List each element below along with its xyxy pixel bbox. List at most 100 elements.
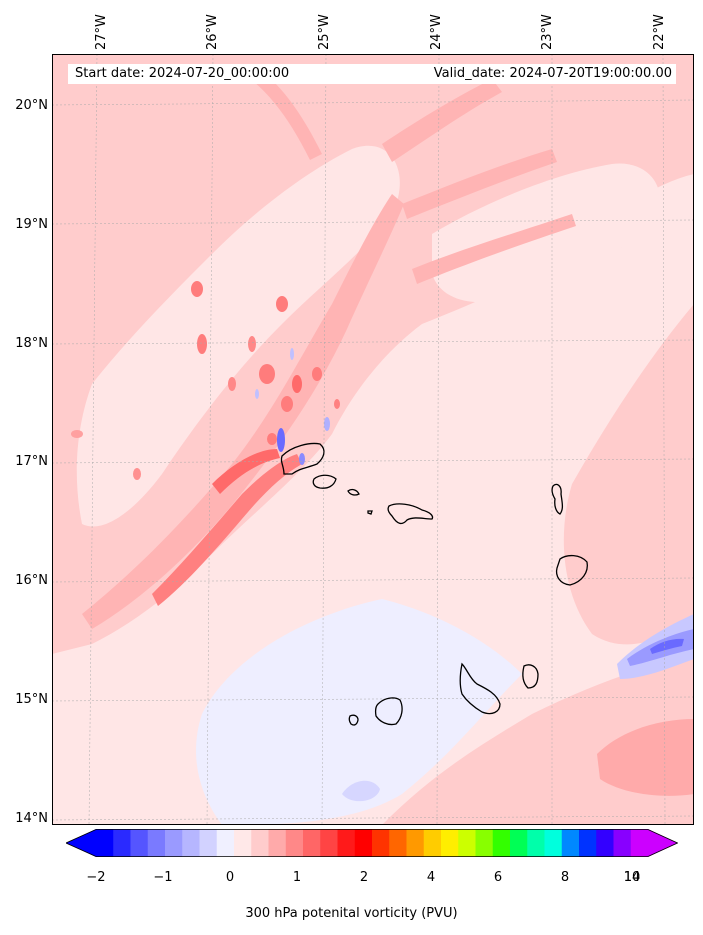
lon-tick-label: 24°W	[429, 14, 444, 50]
map-border	[52, 54, 694, 825]
lat-tick-label: 17°N	[15, 454, 48, 469]
colorbar-segment	[130, 829, 149, 857]
colorbar-segment	[423, 829, 442, 857]
island-fogo	[374, 697, 403, 726]
pv-region-pink	[597, 719, 694, 796]
colorbar-segment	[113, 829, 131, 857]
colorbar-tick-label: 1	[292, 870, 302, 885]
colorbar-outline	[66, 829, 678, 857]
colorbar-extend-min	[66, 829, 96, 857]
colorbar-tick-label: 8	[560, 870, 570, 885]
colorbar-segment	[303, 829, 321, 857]
pv-low-cell	[255, 389, 259, 399]
colorbar-segment	[320, 829, 338, 857]
island-santo-antao	[280, 442, 325, 475]
pv-high-cell	[228, 377, 236, 391]
colorbar-segment	[613, 829, 632, 857]
island-sao-nicolau	[387, 503, 434, 525]
pv-high-cell	[259, 364, 275, 384]
graticule	[52, 54, 694, 825]
island-santiago	[459, 662, 501, 715]
island-boa-vista	[555, 554, 588, 586]
colorbar-segment	[216, 829, 235, 857]
colorbar	[66, 829, 678, 857]
colorbar-segment	[182, 829, 200, 857]
lat-tick-label: 16°N	[15, 573, 48, 588]
pv-high-cell	[248, 336, 256, 352]
colorbar-segment	[510, 829, 528, 857]
pv-high-cell	[312, 367, 322, 381]
pv-low-region	[196, 599, 523, 825]
colorbar-tick-label: −1	[153, 870, 173, 885]
colorbar-segment	[268, 829, 287, 857]
colorbar-segment	[96, 829, 114, 857]
pv-high-band	[212, 449, 280, 494]
colorbar-label: 300 hPa potenital vorticity (PVU)	[245, 906, 458, 921]
lon-tick-label: 22°W	[652, 14, 667, 50]
colorbar-segment	[165, 829, 183, 857]
lon-tick-label: 25°W	[317, 14, 332, 50]
pv-low-region	[650, 638, 684, 654]
lat-tick-label: 19°N	[15, 217, 48, 232]
pv-high-cell	[334, 399, 340, 409]
valid-date-text: Valid_date: 2024-07-20T19:00:00.00	[433, 66, 672, 81]
lat-tick-label: 14°N	[15, 811, 48, 826]
colorbar-tick-label: 2	[359, 870, 369, 885]
pv-low-cell	[290, 348, 294, 360]
lon-tick-label: 27°W	[94, 14, 109, 50]
pv-high-band	[152, 454, 302, 606]
colorbar-tick-label: 4	[426, 870, 436, 885]
island-maio	[522, 664, 539, 689]
pv-high-cell	[267, 433, 277, 445]
start-date-text: Start date: 2024-07-20_00:00:00	[75, 66, 290, 81]
colorbar-tick-label: 10	[623, 870, 641, 885]
pv-region-white	[76, 145, 400, 527]
lon-tick-label: 23°W	[540, 14, 555, 50]
pv-high-cell	[276, 296, 288, 312]
colorbar-segment	[561, 829, 580, 857]
colorbar-segment	[147, 829, 166, 857]
colorbar-segment	[596, 829, 614, 857]
colorbar-segment	[199, 829, 218, 857]
colorbar-tick-label: 0	[225, 870, 235, 885]
colorbar-extend-max	[648, 829, 678, 857]
colorbar-segment	[372, 829, 390, 857]
colorbar-segment	[458, 829, 476, 857]
pv-high-cell	[133, 468, 141, 480]
colorbar-segment	[475, 829, 494, 857]
island-sao-vicente	[312, 474, 337, 489]
pv-band	[244, 64, 322, 160]
colorbar-segment	[251, 829, 269, 857]
pv-low-region	[342, 780, 380, 802]
colorbar-segment	[441, 829, 459, 857]
coastlines	[280, 442, 588, 726]
pv-band	[402, 149, 557, 219]
colorbar-segment	[527, 829, 545, 857]
colorbar-tick-label: 6	[493, 870, 503, 885]
colorbar-segment	[337, 829, 356, 857]
pv-band	[382, 79, 502, 162]
pv-band	[412, 214, 576, 284]
pv-high-cell	[197, 334, 207, 354]
pv-high-cell	[281, 396, 293, 412]
colorbar-segment	[406, 829, 425, 857]
lat-tick-label: 15°N	[15, 692, 48, 707]
pv-high-cell	[71, 430, 83, 438]
island-raso	[367, 510, 373, 515]
lat-tick-label: 18°N	[15, 336, 48, 351]
pv-low-cell	[277, 428, 285, 452]
pv-region-pink	[563, 304, 694, 645]
colorbar-segment	[492, 829, 511, 857]
colorbar-segment	[234, 829, 252, 857]
pv-high-cell	[191, 281, 203, 297]
date-banner	[68, 64, 676, 84]
island-sal	[551, 483, 564, 515]
pv-low-cell	[299, 453, 305, 465]
island-brava	[348, 714, 359, 726]
colorbar-segment	[579, 829, 597, 857]
pv-band	[82, 194, 404, 629]
colorbar-segment	[630, 829, 649, 857]
pv-map	[52, 54, 694, 825]
colorbar-segment	[354, 829, 373, 857]
pv-low-cell	[324, 417, 330, 431]
